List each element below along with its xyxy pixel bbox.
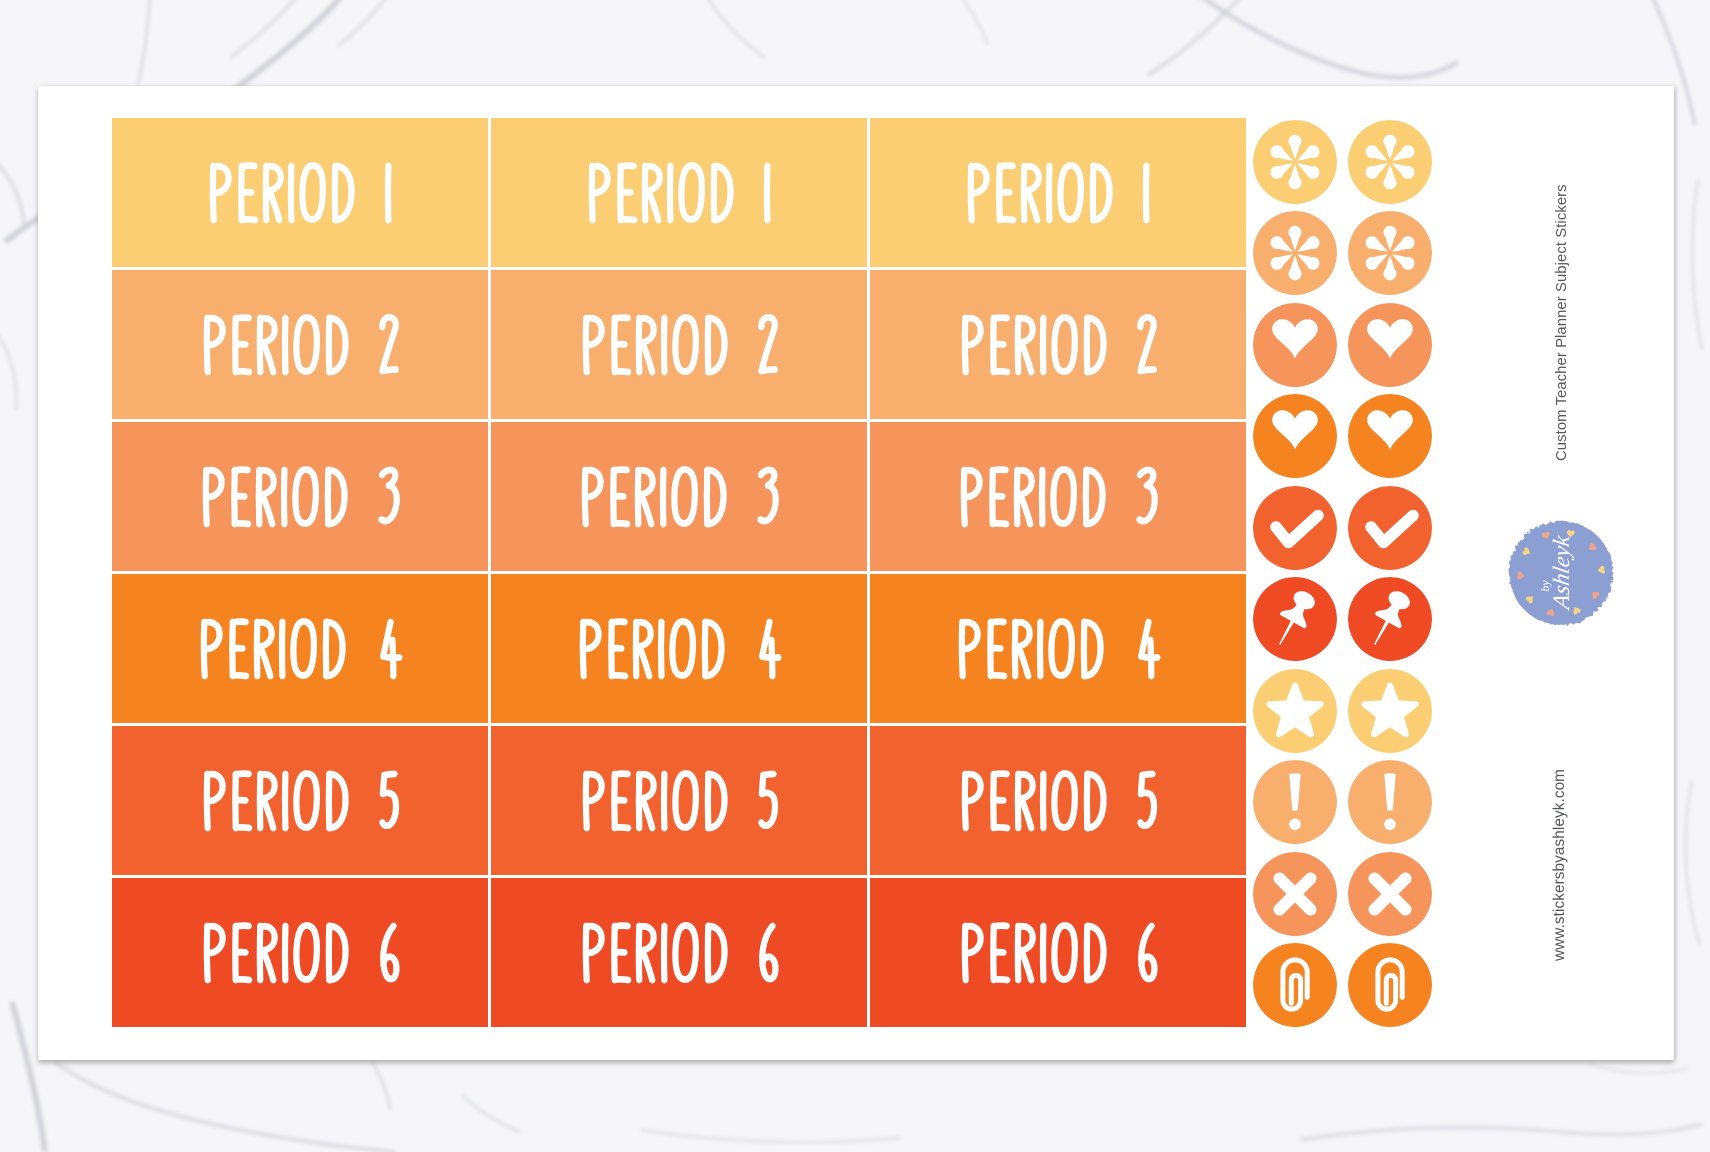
svg-text:by: by	[1538, 580, 1552, 592]
svg-text:Ashleyk: Ashleyk	[1549, 533, 1575, 613]
